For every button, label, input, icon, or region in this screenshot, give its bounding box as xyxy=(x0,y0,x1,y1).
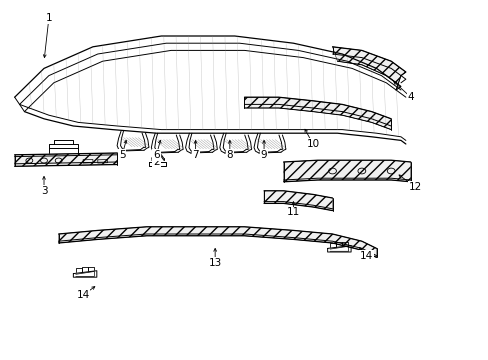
Polygon shape xyxy=(332,47,405,90)
Text: 4: 4 xyxy=(407,92,413,102)
Polygon shape xyxy=(264,191,332,211)
Text: 3: 3 xyxy=(41,186,47,196)
Text: 12: 12 xyxy=(408,182,422,192)
Polygon shape xyxy=(15,153,117,166)
Text: 14: 14 xyxy=(76,290,90,300)
Text: 11: 11 xyxy=(286,207,300,217)
Text: 5: 5 xyxy=(119,150,125,160)
Polygon shape xyxy=(283,160,410,182)
Text: 14: 14 xyxy=(359,251,373,261)
Polygon shape xyxy=(244,97,390,130)
Text: 2: 2 xyxy=(153,157,160,167)
Text: 1: 1 xyxy=(45,13,52,23)
Text: 9: 9 xyxy=(260,150,267,160)
Text: 10: 10 xyxy=(306,139,319,149)
Text: 7: 7 xyxy=(192,150,199,160)
Text: 13: 13 xyxy=(208,258,222,268)
Polygon shape xyxy=(59,227,376,257)
Text: 8: 8 xyxy=(226,150,233,160)
Text: 6: 6 xyxy=(153,150,160,160)
